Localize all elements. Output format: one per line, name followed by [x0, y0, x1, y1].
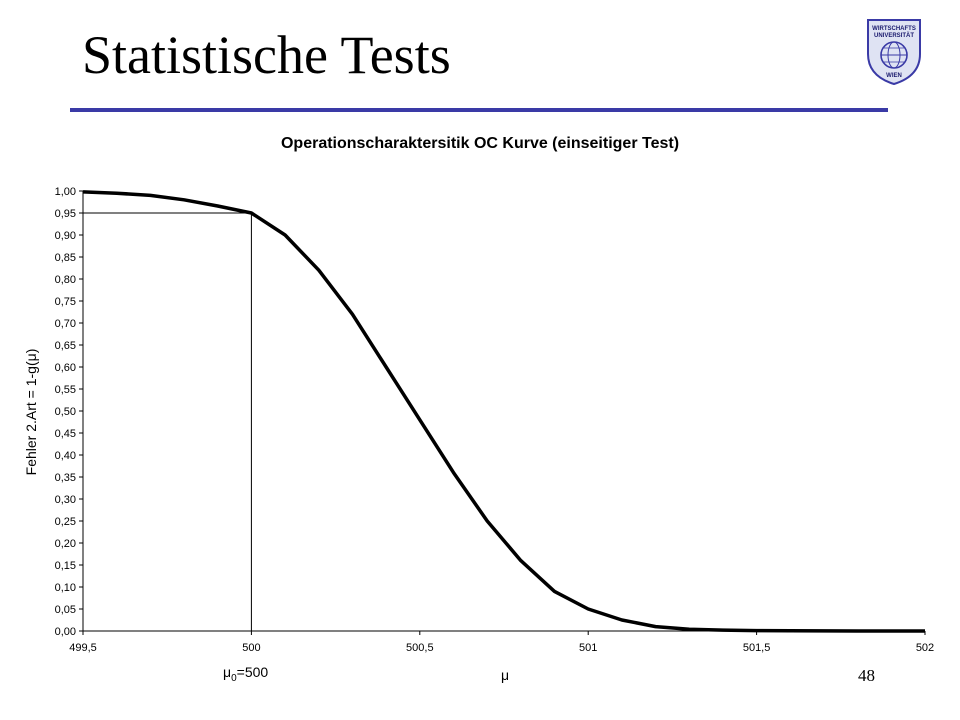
y-tick-label: 0,80 — [55, 274, 76, 286]
logo-text-line-2: UNIVERSITÄT — [874, 32, 914, 39]
x-tick-label: 502 — [916, 642, 934, 654]
mu0-annotation-subscript: 0 — [231, 673, 237, 684]
y-tick-label: 0,55 — [55, 384, 76, 396]
axes: 0,00 0,05 0,10 0,15 0,20 0,25 0,30 0,35 0,40 0,45… — [55, 186, 935, 654]
y-tick-label: 0,65 — [55, 340, 76, 352]
y-tick-label: 0,85 — [55, 252, 76, 264]
university-logo: WIRTSCHAFTS UNIVERSITÄT WIEN — [867, 19, 921, 86]
y-tick-label: 0,75 — [55, 296, 76, 308]
mu0-annotation: μ0=500 — [223, 664, 268, 684]
y-tick-label: 0,50 — [55, 406, 76, 418]
logo-text-line-3: WIEN — [886, 73, 902, 79]
chart-title: Operationscharaktersitik OC Kurve (einse… — [281, 135, 679, 152]
y-tick-label: 0,25 — [55, 516, 76, 528]
y-tick-label: 1,00 — [55, 186, 76, 198]
y-tick-label: 0,45 — [55, 428, 76, 440]
y-axis-label: Fehler 2.Art = 1-g(μ) — [23, 349, 39, 476]
x-tick-label: 500 — [242, 642, 260, 654]
x-tick-label: 500,5 — [406, 642, 434, 654]
mu0-annotation-symbol: μ — [223, 664, 231, 680]
y-tick-label: 0,20 — [55, 538, 76, 550]
y-tick-label: 0,70 — [55, 318, 76, 330]
x-tick-label: 501,5 — [743, 642, 771, 654]
x-tick-label: 499,5 — [69, 642, 97, 654]
oc-curve-line — [82, 190, 925, 633]
y-tick-label: 0,10 — [55, 582, 76, 594]
y-tick-label: 0,90 — [55, 230, 76, 242]
y-tick-label: 0,30 — [55, 494, 76, 506]
y-tick-label: 0,35 — [55, 472, 76, 484]
x-axis-label: μ — [501, 667, 509, 683]
curve-layer — [82, 190, 925, 633]
reference-lines — [83, 212, 252, 631]
slide-title: Statistische Tests — [82, 25, 451, 85]
y-tick-label: 0,95 — [55, 208, 76, 220]
y-tick-label: 0,15 — [55, 560, 76, 572]
y-tick-label: 0,40 — [55, 450, 76, 462]
x-tick-label: 501 — [579, 642, 597, 654]
y-tick-label: 0,00 — [55, 626, 76, 638]
logo-text-line-1: WIRTSCHAFTS — [872, 26, 916, 32]
mu0-annotation-value: =500 — [237, 664, 269, 680]
y-tick-label: 0,60 — [55, 362, 76, 374]
page-number: 48 — [858, 666, 875, 685]
y-tick-label: 0,05 — [55, 604, 76, 616]
title-rule — [70, 108, 888, 112]
